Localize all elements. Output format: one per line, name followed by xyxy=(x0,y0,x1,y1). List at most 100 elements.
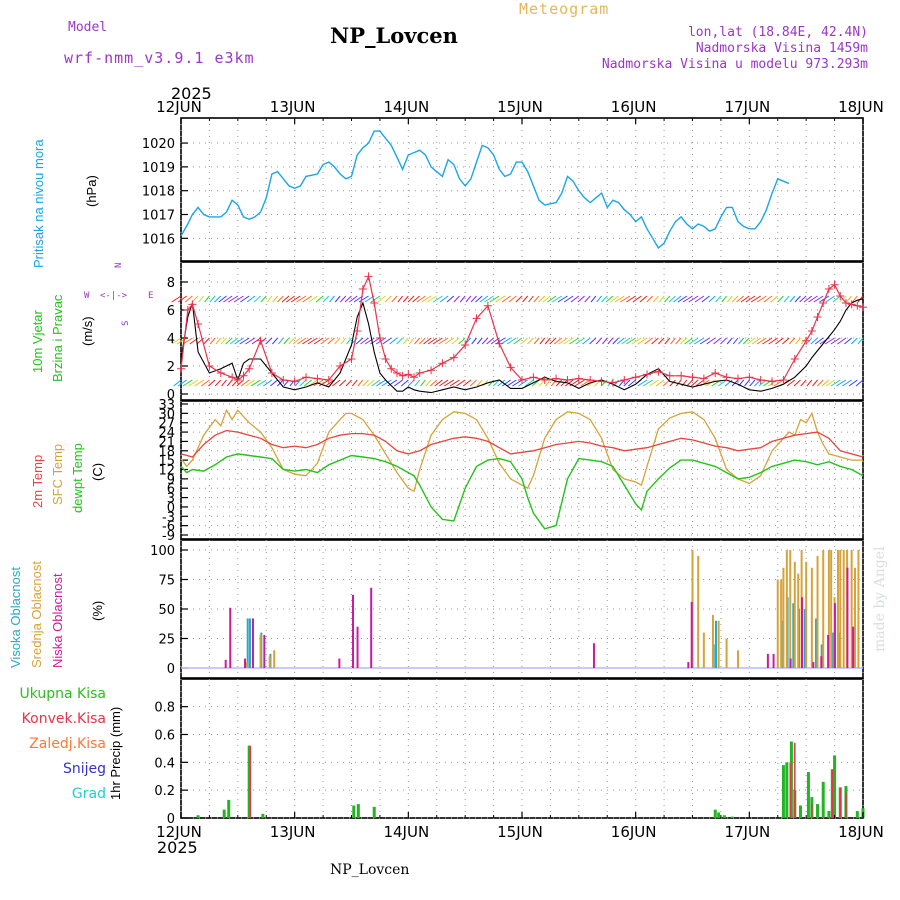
wind-barb xyxy=(489,295,500,303)
wind-barb xyxy=(508,295,517,303)
wind-barb xyxy=(612,337,619,345)
wind-gust-marker xyxy=(802,336,811,345)
wind-gust-marker xyxy=(574,374,583,383)
wind-barb xyxy=(290,295,301,303)
wind-barb xyxy=(299,379,307,387)
wind-gust-marker xyxy=(813,313,822,321)
wind-barb xyxy=(738,337,745,345)
y-tick-label: 33 xyxy=(158,398,175,413)
wind-barb xyxy=(320,337,330,345)
station-title: NP_Lovcen xyxy=(330,23,458,48)
precip-unit: 1hr Precip (mm) xyxy=(108,706,123,800)
wind-barb xyxy=(444,337,455,345)
wind-gust-marker xyxy=(279,376,288,384)
wind-barb xyxy=(482,379,489,387)
wind-barb xyxy=(476,379,483,387)
wind-barb xyxy=(277,295,284,303)
y-tick-label: 1016 xyxy=(142,232,175,247)
pressure-line xyxy=(180,130,790,249)
wind-barb xyxy=(223,295,233,303)
wind-barb xyxy=(846,295,853,303)
wind-gust-marker xyxy=(711,369,720,377)
wind-barb xyxy=(349,295,358,303)
legend-west: W xyxy=(84,291,90,301)
sfc-temp-line xyxy=(180,408,863,493)
wind-barb xyxy=(538,295,546,303)
wind-gust-marker xyxy=(643,370,652,379)
wind-barb xyxy=(256,379,267,387)
y-tick-label: -9 xyxy=(162,529,175,544)
wind-gust-marker xyxy=(597,377,606,386)
wind-barb xyxy=(281,295,290,303)
wind-barb xyxy=(646,295,654,303)
wind-barb xyxy=(240,295,250,303)
wind-barb xyxy=(518,379,528,387)
wind-barb xyxy=(194,379,205,387)
wind-barb xyxy=(756,337,767,345)
wind-gust-marker xyxy=(699,374,708,383)
wind-barb xyxy=(602,337,608,345)
wind-barb xyxy=(675,337,682,345)
wind-gust-marker xyxy=(745,373,754,382)
wind-barb xyxy=(626,295,636,303)
wind-gust-marker xyxy=(194,320,203,328)
wind-gust-marker xyxy=(177,364,185,373)
wind-barb xyxy=(479,295,489,303)
wind-barb xyxy=(495,337,506,345)
wind-barb xyxy=(533,295,540,303)
wind-barb xyxy=(231,379,239,387)
wind-barb xyxy=(382,337,392,345)
wind-gust-marker xyxy=(233,376,242,384)
wind-gust-marker xyxy=(438,359,447,368)
wind-gust-marker xyxy=(449,353,458,362)
wind-barb xyxy=(688,337,699,345)
wind-barb xyxy=(439,295,449,303)
precip-legend-graupel: Grad xyxy=(71,786,106,802)
wind-barb xyxy=(233,295,244,303)
wind-barb xyxy=(731,295,739,303)
wind-barb xyxy=(821,379,830,387)
wind-barb xyxy=(340,295,347,303)
y-tick-label: 1018 xyxy=(142,185,175,200)
wind-barb xyxy=(501,295,511,303)
wind-gust-marker xyxy=(188,300,197,309)
model-label: Model xyxy=(68,20,108,35)
temp-2m-line xyxy=(180,429,864,458)
wind-barb xyxy=(484,295,494,303)
wind-gust-marker xyxy=(540,376,549,384)
wind-barb xyxy=(198,295,205,303)
wind-barb xyxy=(677,295,688,303)
wind-barb xyxy=(481,337,489,345)
wind-barb xyxy=(265,337,273,345)
elevation-label: Nadmorska Visina 1459m xyxy=(695,41,868,56)
wind-barb xyxy=(610,295,619,303)
wind-barb xyxy=(553,337,563,345)
wind-barb xyxy=(819,295,830,303)
wind-gust-marker xyxy=(302,373,311,382)
y-tick-label: 8 xyxy=(167,276,175,291)
wind-barb xyxy=(726,295,733,303)
wind-barb xyxy=(307,337,318,345)
wind-gust-marker xyxy=(410,373,419,382)
wind-barb xyxy=(334,295,341,303)
wind-barb xyxy=(177,295,187,303)
wind-barb xyxy=(842,379,852,387)
wind-barb xyxy=(253,295,261,303)
wind-barb xyxy=(637,337,648,345)
cloud-title-low: Niska Oblacnost xyxy=(50,573,65,668)
wind-barb xyxy=(396,337,404,345)
wind-barb xyxy=(294,379,301,387)
precip-legend-total: Ukupna Kisa xyxy=(19,686,106,702)
wind-barb xyxy=(453,295,460,303)
wind-barb xyxy=(662,379,671,387)
wind-barb xyxy=(844,337,852,345)
wind-barb xyxy=(570,295,580,303)
bottom-day-axis-label: 18JUN xyxy=(838,823,884,841)
wind-barb xyxy=(732,337,739,345)
y-tick-label: 25 xyxy=(158,633,175,648)
y-tick-label: 0.6 xyxy=(154,728,175,743)
wind-barb xyxy=(414,379,421,387)
wind-barb xyxy=(852,295,858,303)
cloud-title-high: Visoka Oblacnost xyxy=(8,567,23,668)
